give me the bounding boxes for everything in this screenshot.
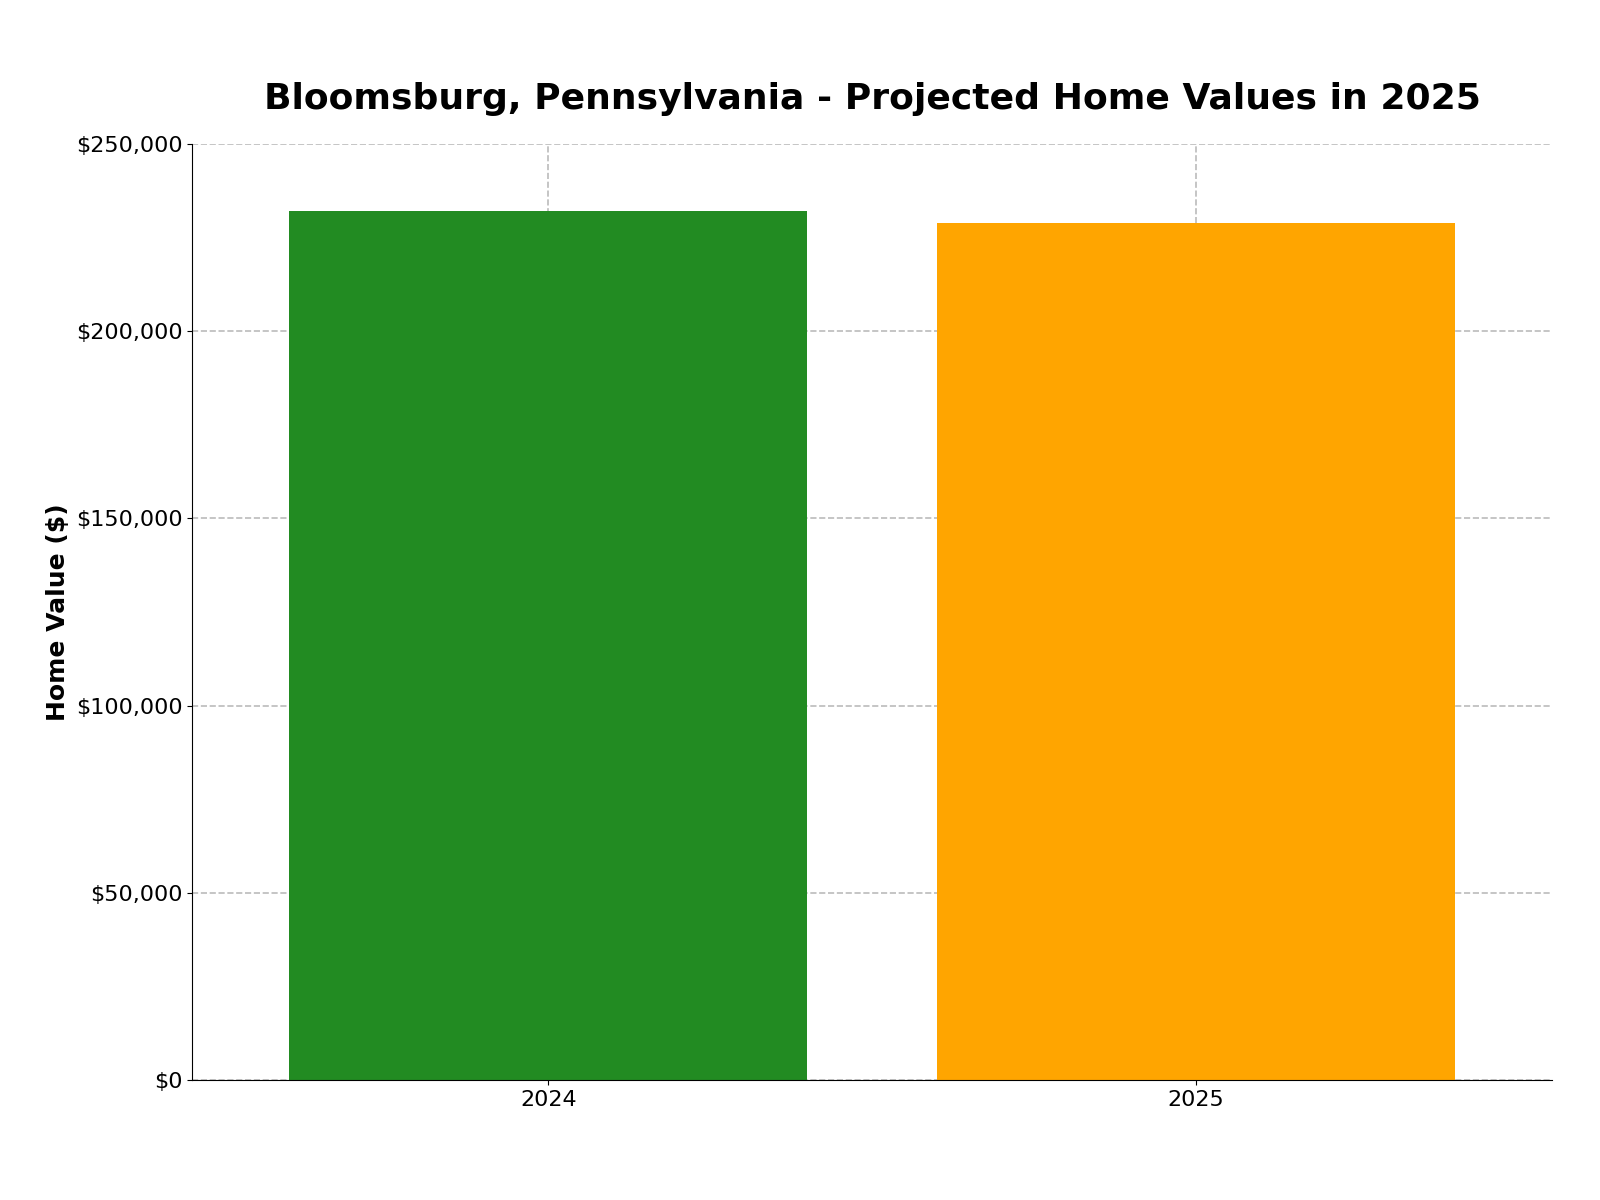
Title: Bloomsburg, Pennsylvania - Projected Home Values in 2025: Bloomsburg, Pennsylvania - Projected Hom… [264, 83, 1480, 116]
Bar [936, 223, 1454, 1080]
Bar [290, 211, 808, 1080]
Y-axis label: Home Value ($): Home Value ($) [46, 503, 70, 721]
